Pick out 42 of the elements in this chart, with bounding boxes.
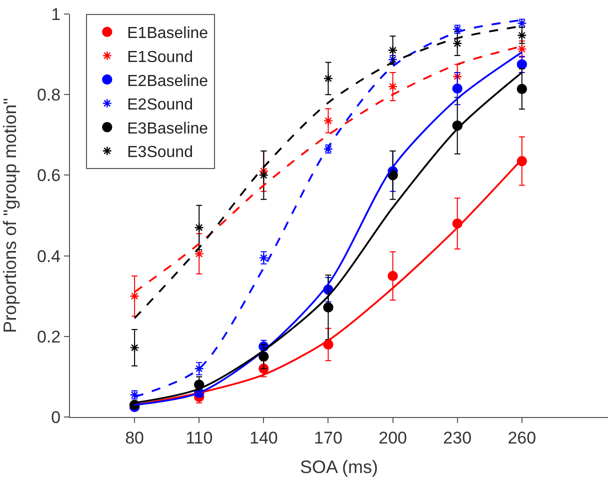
point — [323, 74, 334, 84]
y-tick-label: 0.2 — [36, 327, 61, 346]
point — [194, 248, 204, 259]
y-tick-label: 0.8 — [36, 86, 61, 105]
y-tick-label: 0.4 — [36, 246, 61, 266]
x-tick-label: 170 — [314, 428, 342, 448]
point — [516, 84, 528, 94]
point — [516, 59, 528, 70]
x-tick-label: 200 — [378, 428, 407, 448]
x-tick-label: 110 — [186, 428, 213, 448]
point — [323, 302, 334, 312]
point — [452, 83, 462, 94]
x-tick-label: 260 — [508, 428, 536, 448]
point — [388, 270, 398, 282]
point — [130, 291, 140, 301]
x-tick-label: 140 — [249, 428, 278, 448]
legend-label: E2Baseline — [127, 72, 208, 90]
point — [258, 170, 268, 180]
legend-label: E2Sound — [127, 96, 193, 114]
point — [323, 116, 334, 126]
x-tick-label: 80 — [125, 428, 144, 448]
y-tick-label: 0 — [51, 408, 61, 427]
y-tick-label: 0.6 — [36, 166, 61, 186]
point — [517, 44, 527, 54]
point — [388, 82, 398, 92]
point — [258, 351, 269, 362]
y-tick-label: 1 — [51, 4, 61, 24]
legend-label: E1Sound — [127, 48, 193, 66]
x-axis-title: SOA (ms) — [300, 457, 378, 477]
point — [388, 170, 398, 180]
point — [452, 38, 462, 48]
point — [517, 30, 527, 40]
point — [388, 45, 398, 56]
point — [130, 342, 140, 352]
legend-label: E3Sound — [127, 144, 193, 162]
legend-label: E3Baseline — [127, 120, 208, 138]
point — [258, 166, 268, 176]
point — [452, 72, 462, 82]
point — [194, 222, 204, 232]
legend-label: E1Baseline — [127, 25, 208, 42]
x-tick-label: 230 — [443, 428, 472, 448]
y-axis-title: Proportions of "group motion" — [0, 98, 20, 333]
